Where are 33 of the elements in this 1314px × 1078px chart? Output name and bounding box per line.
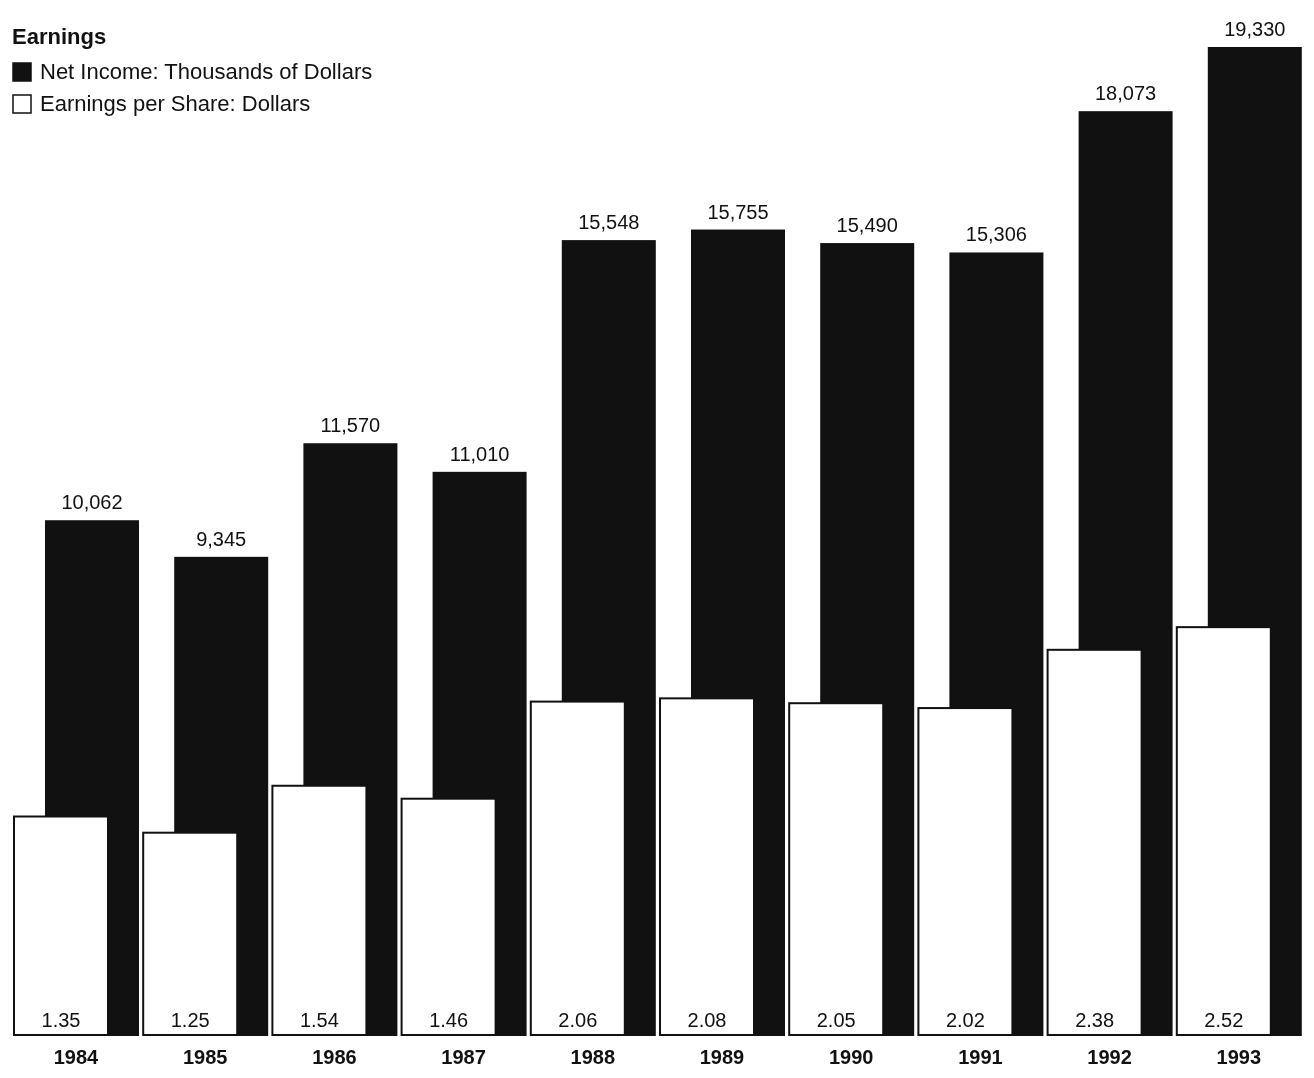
data-label: 1.54 [299,1009,339,1031]
data-label: 19,330 [1224,18,1286,40]
data-label: 1.25 [170,1009,210,1031]
x-tick-label: 1990 [828,1046,874,1068]
data-label: 9,345 [196,527,247,550]
data-label: 2.06 [558,1009,598,1031]
x-tick-label: 1986 [312,1046,357,1068]
x-tick-label: 1985 [182,1046,228,1068]
data-label: 15,490 [836,214,898,237]
x-tick-label: 1987 [441,1046,486,1068]
data-label: 11,570 [320,414,381,437]
legend-label: Earnings per Share: Dollars [40,91,311,116]
x-tick-label: 1993 [1216,1046,1262,1068]
data-label: 2.05 [816,1009,856,1031]
data-label: 11,010 [449,442,510,465]
data-label: 2.08 [687,1009,727,1031]
data-label: 1.35 [41,1009,81,1031]
x-tick-label: 1991 [958,1046,1003,1068]
data-label: 15,548 [578,211,640,234]
x-tick-label: 1984 [53,1046,100,1068]
x-tick-label: 1992 [1087,1046,1132,1068]
x-tick-label: 1989 [699,1046,745,1068]
chart-title: Earnings [12,24,107,49]
data-label: 2.02 [945,1009,985,1031]
data-label: 2.52 [1204,1009,1244,1031]
data-label: 18,073 [1095,82,1157,105]
data-label: 15,755 [707,200,769,223]
data-label: 15,306 [965,223,1027,246]
legend-label: Net Income: Thousands of Dollars [40,59,373,84]
data-label: 1.46 [429,1009,469,1031]
data-label: 2.38 [1075,1009,1115,1031]
data-label: 10,062 [61,491,123,514]
x-tick-label: 1988 [570,1046,616,1068]
